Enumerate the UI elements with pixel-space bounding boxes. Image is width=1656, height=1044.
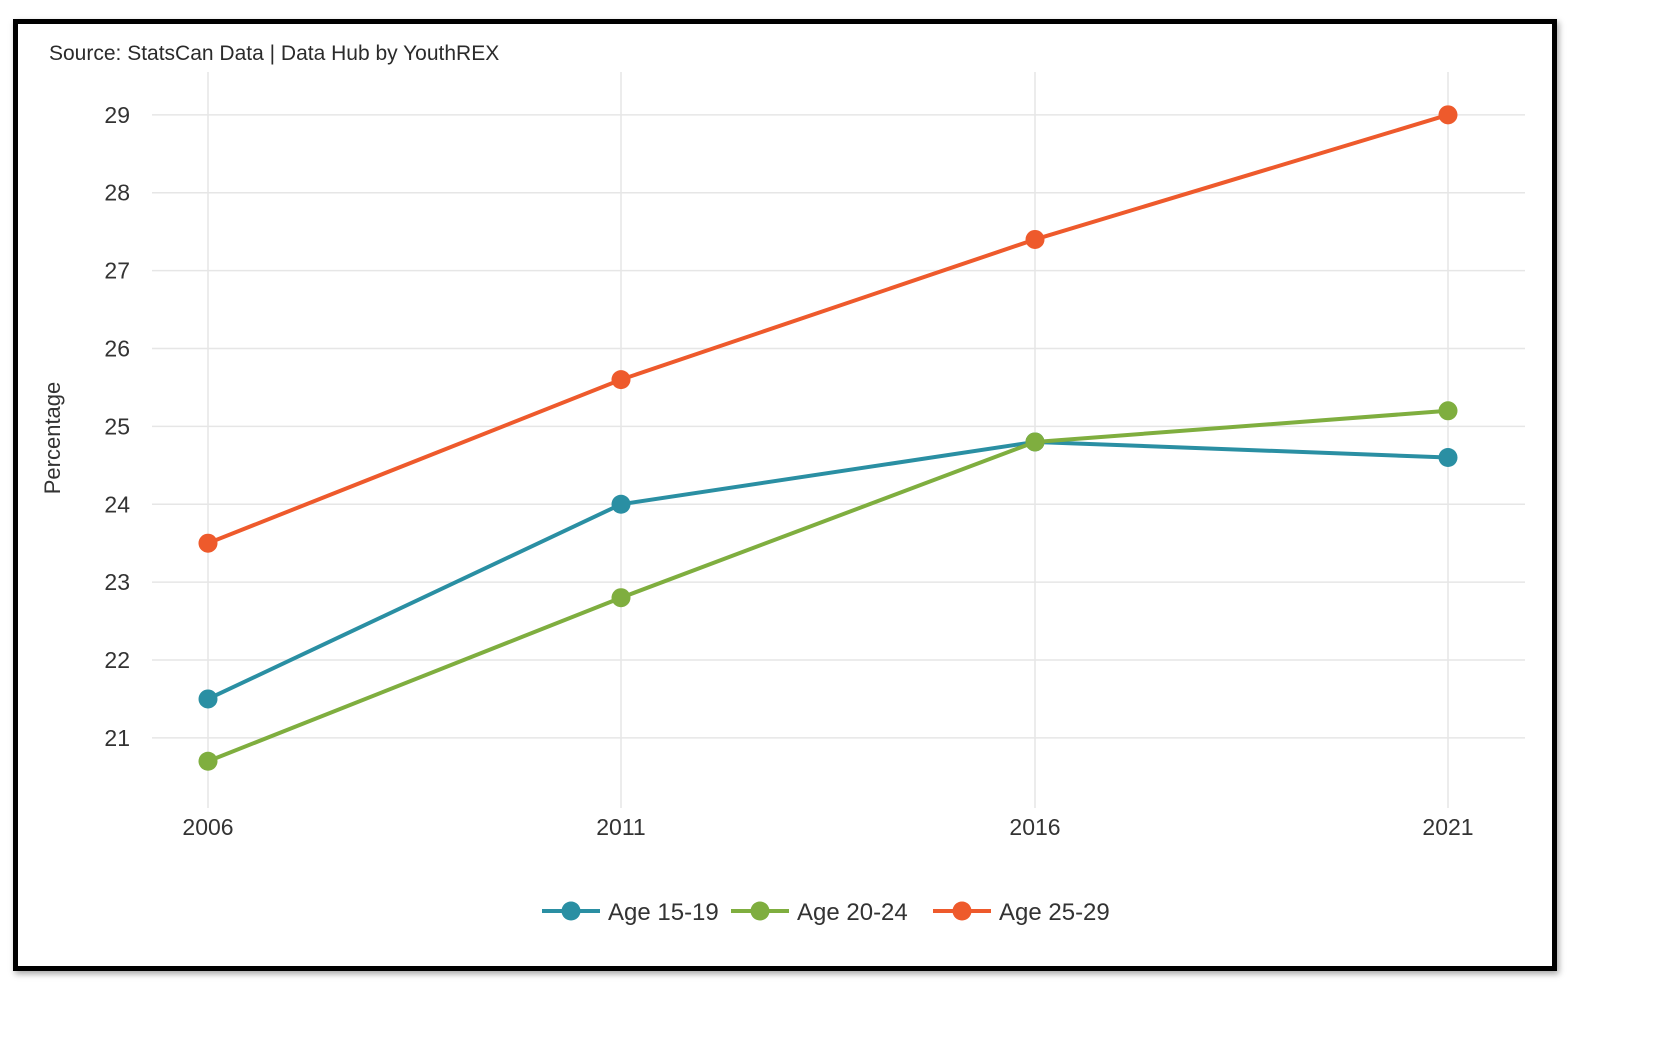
y-tick-label: 21 [104,725,130,751]
series-age-20-24 [198,401,1458,771]
y-tick-label: 28 [104,180,130,206]
grid [152,72,1525,808]
legend-swatch-marker [952,901,972,921]
x-tick-label: 2006 [182,814,233,840]
x-tick-label: 2021 [1422,814,1473,840]
legend-label: Age 15-19 [608,899,719,926]
data-point[interactable] [611,588,631,608]
legend: Age 15-19 Age 20-24 Age 25-29 [542,899,1110,926]
data-point[interactable] [1438,105,1458,125]
series-line [206,112,1450,546]
series-line [206,439,1450,701]
source-note: Source: StatsCan Data | Data Hub by Yout… [49,42,500,65]
y-tick-label: 22 [104,647,130,673]
legend-swatch-marker [561,901,581,921]
legend-label: Age 25-29 [999,899,1110,926]
y-tick-label: 25 [104,413,130,439]
legend-label: Age 20-24 [797,899,908,926]
data-point[interactable] [611,370,631,390]
data-point[interactable] [1438,401,1458,421]
y-tick-labels: 21 22 23 24 25 26 27 28 29 [104,102,130,751]
y-tick-label: 26 [104,335,130,361]
x-tick-labels: 2006 2011 2016 2021 [182,814,1473,840]
data-point[interactable] [198,751,218,771]
data-point[interactable] [198,533,218,553]
legend-item[interactable]: Age 25-29 [933,899,1110,926]
y-tick-label: 24 [104,491,130,517]
chart-frame [13,19,1557,971]
y-axis-title: Percentage [40,382,65,495]
legend-item[interactable]: Age 15-19 [542,899,719,926]
series [198,105,1458,771]
data-point[interactable] [198,689,218,709]
series-line [206,408,1450,764]
legend-item[interactable]: Age 20-24 [731,899,908,926]
y-tick-label: 23 [104,569,130,595]
data-point[interactable] [611,494,631,514]
y-tick-label: 29 [104,102,130,128]
x-tick-label: 2011 [596,814,645,840]
data-point[interactable] [1025,229,1045,249]
series-age-25-29 [198,105,1458,553]
y-tick-label: 27 [104,258,130,284]
data-point[interactable] [1025,432,1045,452]
data-point[interactable] [1438,448,1458,468]
legend-swatch-marker [750,901,770,921]
x-tick-label: 2016 [1009,814,1060,840]
